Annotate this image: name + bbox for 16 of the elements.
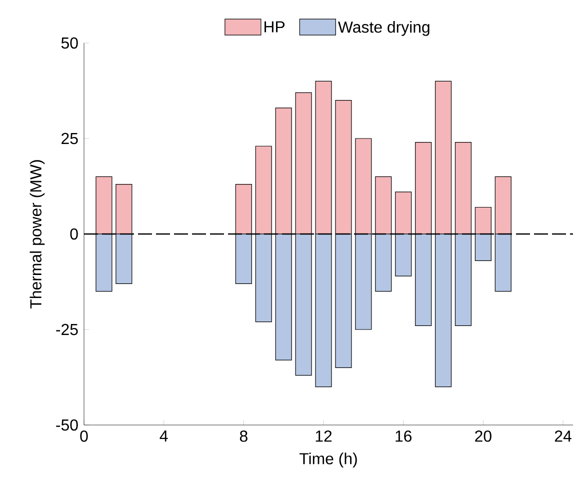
x-tick-label: 0: [80, 430, 88, 442]
legend-label: Waste drying: [338, 21, 430, 36]
y-tick-label: 0: [70, 228, 78, 240]
y-tick-label: 50: [61, 37, 78, 49]
x-tick-label: 20: [475, 430, 492, 442]
y-axis-title: Thermal power (MW): [30, 160, 45, 308]
y-tick-label: -50: [56, 419, 78, 431]
x-tick-label: 8: [240, 430, 248, 442]
legend-label: HP: [264, 21, 285, 32]
x-tick-label: 12: [316, 430, 332, 442]
x-tick-label: 16: [396, 430, 412, 442]
y-tick-label: -25: [56, 324, 78, 336]
y-tick-label: 25: [62, 132, 78, 144]
x-tick-label: 24: [554, 430, 572, 442]
x-axis-title: Time (h): [299, 452, 357, 468]
x-tick-label: 4: [160, 430, 168, 442]
